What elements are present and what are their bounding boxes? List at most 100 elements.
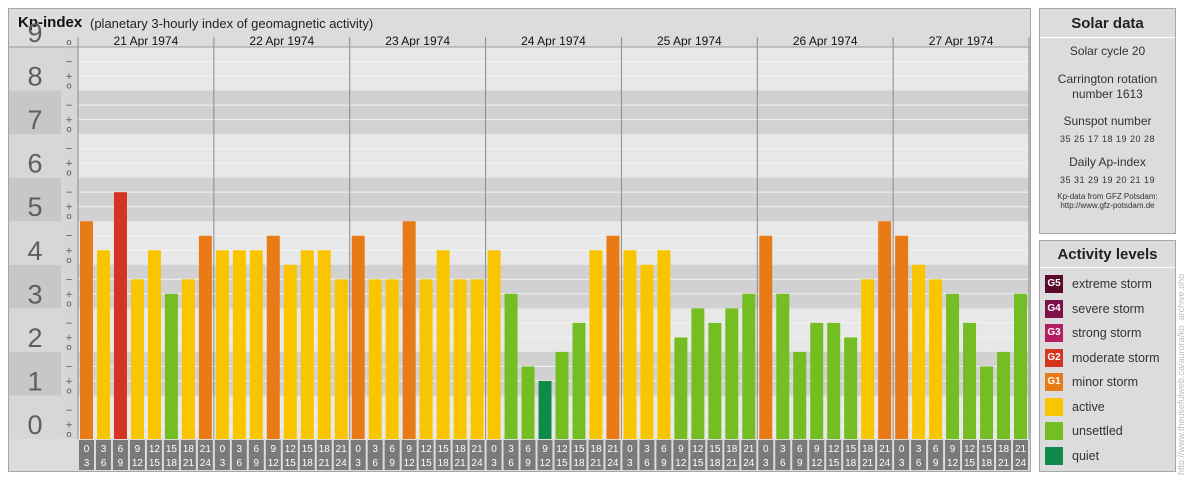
interval-box — [469, 440, 485, 470]
kp-bar — [538, 380, 552, 439]
interval-end-label: 12 — [947, 458, 959, 469]
legend-swatch: G1 — [1045, 373, 1063, 391]
interval-end-label: 21 — [998, 458, 1010, 469]
interval-box — [724, 440, 740, 470]
interval-box — [605, 440, 621, 470]
thirds-axis — [61, 47, 78, 439]
interval-end-label: 15 — [421, 458, 433, 469]
kp-bar — [113, 192, 127, 439]
interval-end-label: 9 — [797, 458, 803, 469]
thirds-tick-label: o — [66, 386, 72, 396]
carrington-rotation: Carrington rotation number 1613 — [1057, 72, 1158, 101]
interval-start-label: 21 — [472, 444, 484, 455]
kp-bar — [130, 279, 144, 439]
interval-box — [452, 440, 468, 470]
interval-end-label: 15 — [964, 458, 976, 469]
kp-bar — [504, 293, 518, 439]
interval-start-label: 0 — [627, 444, 633, 455]
interval-box — [146, 440, 162, 470]
legend-label: active — [1072, 399, 1105, 414]
interval-box — [180, 440, 196, 470]
interval-start-label: 0 — [220, 444, 226, 455]
interval-end-label: 24 — [1015, 458, 1027, 469]
interval-end-label: 12 — [811, 458, 823, 469]
interval-start-label: 12 — [692, 444, 704, 455]
thirds-tick-label: o — [66, 256, 72, 266]
interval-end-label: 15 — [828, 458, 840, 469]
kp-bar — [198, 235, 212, 439]
plot-band — [78, 177, 1029, 222]
interval-end-label: 24 — [200, 458, 212, 469]
interval-start-label: 6 — [525, 444, 531, 455]
interval-box — [554, 440, 570, 470]
interval-start-label: 15 — [709, 444, 721, 455]
legend-label: severe storm — [1072, 301, 1145, 316]
kp-bar — [963, 322, 977, 439]
thirds-tick-label: + — [65, 72, 73, 82]
interval-end-label: 21 — [455, 458, 467, 469]
interval-end-label: 9 — [254, 458, 260, 469]
interval-end-label: 18 — [845, 458, 857, 469]
sunspot-values: 35 25 17 18 19 20 28 — [1059, 134, 1156, 144]
interval-end-label: 12 — [268, 458, 280, 469]
y-tick-label: 9 — [27, 18, 42, 48]
thirds-tick-label: − — [65, 101, 73, 111]
interval-end-label: 6 — [508, 458, 514, 469]
day-date-label: 21 Apr 1974 — [114, 34, 179, 48]
interval-box — [95, 440, 111, 470]
interval-start-label: 3 — [101, 444, 107, 455]
kp-bar — [300, 250, 314, 439]
interval-start-label: 15 — [438, 444, 450, 455]
interval-end-label: 6 — [101, 458, 107, 469]
kp-bar — [317, 250, 331, 439]
thirds-tick-label: + — [65, 290, 73, 300]
legend-row: G3 strong storm — [1040, 322, 1175, 347]
thirds-tick-label: − — [65, 362, 73, 372]
legend-label: unsettled — [1072, 424, 1123, 438]
interval-box — [129, 440, 145, 470]
interval-end-label: 12 — [132, 458, 144, 469]
interval-end-label: 3 — [355, 458, 361, 469]
activity-levels-panel: Activity levels G5 extreme storm G4 severe … — [1039, 240, 1176, 472]
kp-bar — [946, 293, 960, 439]
interval-box — [656, 440, 672, 470]
interval-end-label: 18 — [302, 458, 314, 469]
interval-box — [503, 440, 519, 470]
interval-end-label: 3 — [220, 458, 226, 469]
interval-end-label: 3 — [627, 458, 633, 469]
legend-row: quiet — [1040, 445, 1175, 470]
interval-box — [707, 440, 723, 470]
kp-bar — [827, 322, 841, 439]
interval-start-label: 18 — [319, 444, 331, 455]
interval-start-label: 18 — [862, 444, 874, 455]
interval-end-label: 24 — [743, 458, 755, 469]
kp-bar — [402, 221, 416, 439]
kp-bar — [980, 366, 994, 439]
kp-bar — [844, 337, 858, 439]
legend-row: unsettled — [1040, 420, 1175, 445]
thirds-tick-label: o — [66, 299, 72, 309]
thirds-tick-label: + — [65, 203, 73, 213]
interval-end-label: 3 — [491, 458, 497, 469]
y-tick-label: 6 — [27, 149, 42, 179]
interval-start-label: 21 — [336, 444, 348, 455]
kp-bar — [759, 235, 773, 439]
interval-end-label: 6 — [237, 458, 243, 469]
interval-end-label: 18 — [981, 458, 993, 469]
solar-data-header: Solar data — [1040, 9, 1175, 38]
kp-bar — [929, 279, 943, 439]
day-date-label: 24 Apr 1974 — [521, 34, 586, 48]
interval-box — [435, 440, 451, 470]
kp-bar — [80, 221, 93, 439]
y-tick-label: 0 — [27, 410, 42, 440]
interval-end-label: 15 — [149, 458, 161, 469]
interval-box — [979, 440, 995, 470]
interval-start-label: 0 — [899, 444, 905, 455]
interval-end-label: 9 — [525, 458, 531, 469]
interval-box — [214, 440, 230, 470]
interval-start-label: 9 — [406, 444, 412, 455]
kp-bar — [487, 250, 501, 439]
y-axis-band — [9, 308, 61, 352]
interval-start-label: 21 — [1015, 444, 1027, 455]
interval-box — [741, 440, 757, 470]
